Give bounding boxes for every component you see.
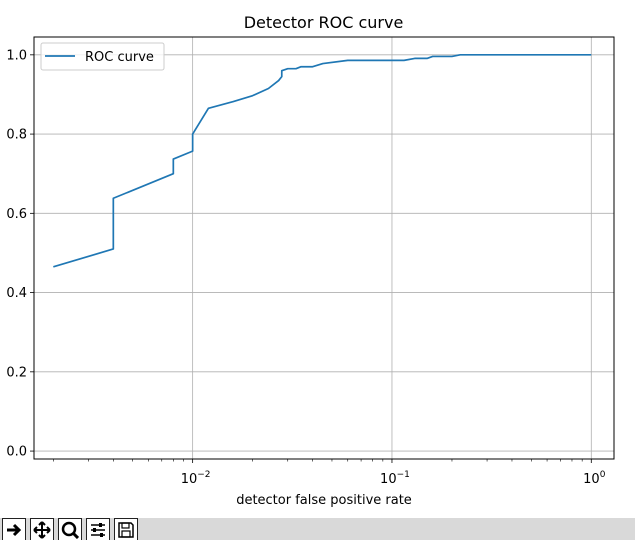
configure-subplots-button[interactable] xyxy=(86,518,110,540)
pan-icon xyxy=(33,521,51,539)
legend-box xyxy=(40,42,165,71)
x-tick-label-2: 100 xyxy=(583,470,606,487)
forward-button[interactable] xyxy=(2,518,26,540)
x-tick-label-0: 10−2 xyxy=(181,470,211,487)
x-axis-label: detector false positive rate xyxy=(236,493,412,508)
zoom-button[interactable] xyxy=(58,518,82,540)
series-layer xyxy=(53,53,592,268)
y-tick-label-2: 0.4 xyxy=(6,286,27,301)
save-icon xyxy=(118,522,134,538)
save-button[interactable] xyxy=(114,518,138,540)
legend: ROC curve xyxy=(40,42,165,71)
x-tick-label-base-1: 10 xyxy=(380,472,397,487)
series-line-0 xyxy=(53,53,592,268)
plot-toolbar xyxy=(0,518,635,540)
roc-chart-figure: Detector ROC curve 0.00.20.40.60.81.010−… xyxy=(0,0,635,518)
y-tick-label-1: 0.2 xyxy=(6,365,27,380)
axis-ticks: 0.00.20.40.60.81.010−2 10−1 100 xyxy=(6,48,605,487)
pan-button[interactable] xyxy=(30,518,54,540)
zoom-icon xyxy=(61,521,79,539)
plot-area-frame xyxy=(33,36,615,460)
x-tick-label-base-2: 10 xyxy=(583,472,600,487)
forward-arrow-icon xyxy=(7,523,22,537)
legend-label-roc-curve: ROC curve xyxy=(85,50,154,65)
configure-subplots-icon xyxy=(91,523,105,537)
y-tick-label-4: 0.8 xyxy=(6,128,27,143)
chart-title: Detector ROC curve xyxy=(244,13,404,32)
y-tick-label-3: 0.6 xyxy=(6,207,27,222)
x-tick-label-exponent-2: 0 xyxy=(600,470,606,480)
x-tick-label-1: 10−1 xyxy=(380,470,410,487)
figure-background xyxy=(0,0,635,518)
y-tick-label-0: 0.0 xyxy=(6,445,27,460)
x-tick-label-exponent-0: −2 xyxy=(197,470,210,480)
x-tick-label-base-0: 10 xyxy=(181,472,198,487)
x-tick-label-exponent-1: −1 xyxy=(397,470,410,480)
y-tick-label-5: 1.0 xyxy=(6,48,27,63)
